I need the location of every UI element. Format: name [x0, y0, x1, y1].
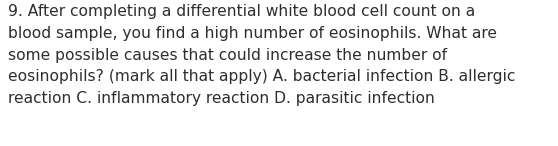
Text: 9. After completing a differential white blood cell count on a
blood sample, you: 9. After completing a differential white…: [8, 4, 516, 106]
